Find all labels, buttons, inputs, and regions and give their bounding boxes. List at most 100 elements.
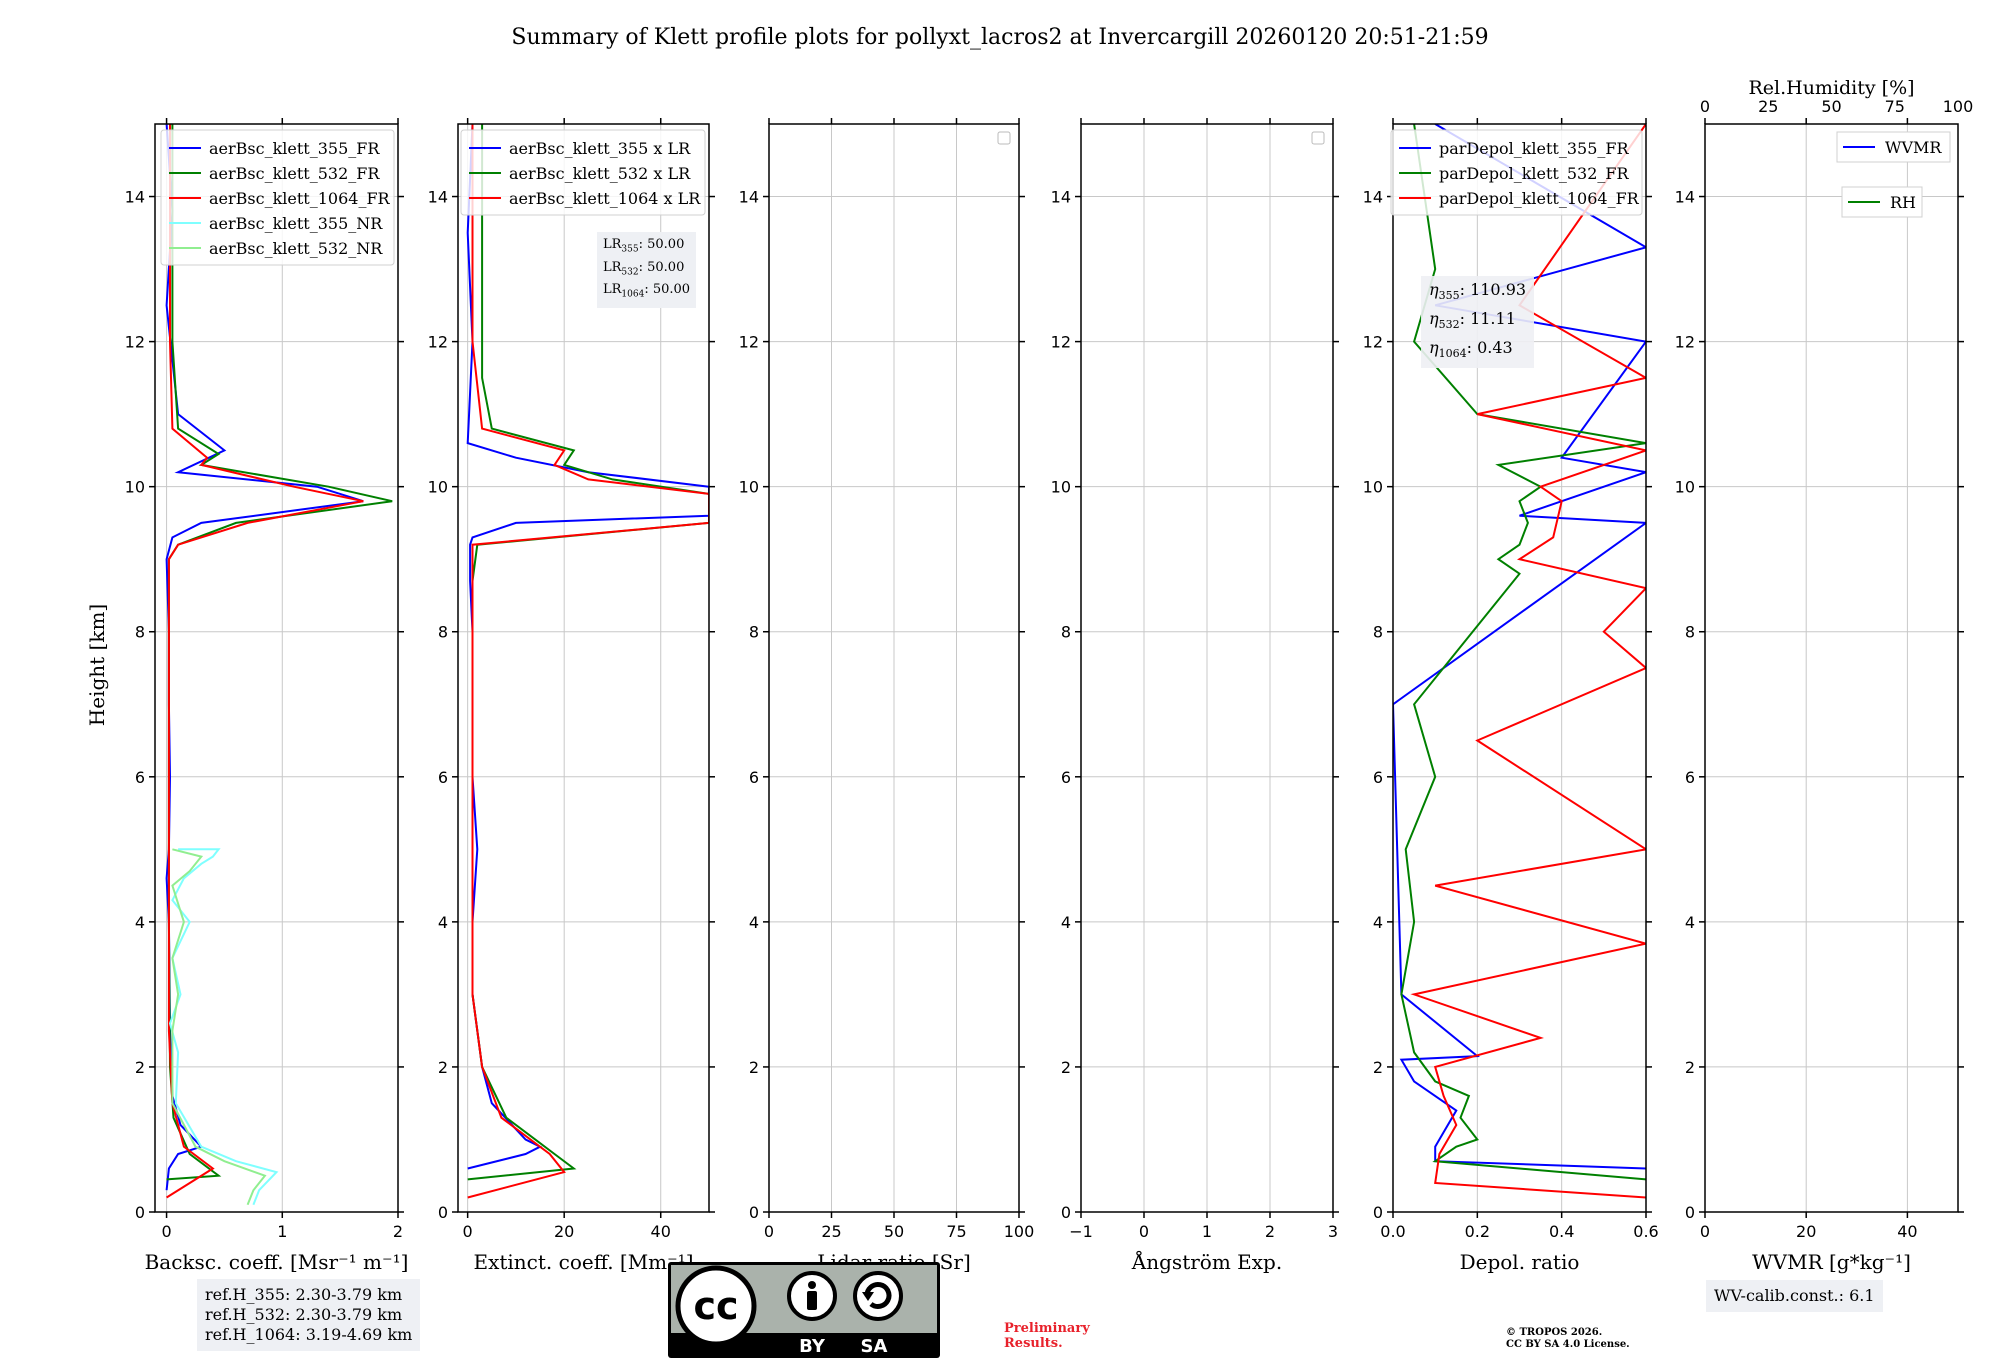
y-tick-label: 8: [438, 623, 448, 642]
y-tick-label: 4: [749, 913, 759, 932]
y-tick-label: 14: [125, 188, 145, 207]
y-tick-label: 0: [135, 1203, 145, 1222]
eta-1064: η1064: 0.43: [1429, 338, 1513, 361]
x-tick-label: 2: [1265, 1222, 1275, 1241]
x-tick-label: 0.4: [1549, 1222, 1574, 1241]
top-axis-label: Rel.Humidity [%]: [1748, 77, 1914, 99]
y-tick-label: 6: [1373, 768, 1383, 787]
y-tick-label: 0: [438, 1203, 448, 1222]
x-tick-label: 2: [393, 1222, 403, 1241]
cc-by-sa-badge: cc BY SA: [668, 1262, 940, 1358]
lidar-ratio-box: LR355: 50.00 LR532: 50.00 LR1064: 50.00: [597, 232, 697, 308]
by-label: BY: [799, 1336, 826, 1357]
y-tick-label: 2: [1061, 1058, 1071, 1077]
y-tick-label: 12: [1675, 333, 1695, 352]
axes-frame: [154, 123, 399, 1213]
x-tick-label: 3: [1328, 1222, 1338, 1241]
x-tick-label: 0: [161, 1222, 171, 1241]
ref-height-1064: ref.H_1064: 3.19-4.69 km: [205, 1325, 413, 1344]
x-tick-label: 100: [1004, 1222, 1035, 1241]
y-tick-label: 12: [739, 333, 759, 352]
y-tick-label: 6: [1061, 768, 1071, 787]
ref-height-355: ref.H_355: 2.30-3.79 km: [205, 1285, 403, 1304]
top-tick-label: 25: [1758, 97, 1778, 116]
empty-legend: [1311, 131, 1325, 145]
top-tick-label: 75: [1885, 97, 1905, 116]
sa-label: SA: [861, 1336, 888, 1357]
y-tick-label: 12: [428, 333, 448, 352]
x-axis-label: Backsc. coeff. [Msr⁻¹ m⁻¹]: [145, 1250, 409, 1274]
y-tick-label: 2: [1685, 1058, 1695, 1077]
legend-entry: aerBsc_klett_1064 x LR: [509, 189, 701, 208]
y-tick-label: 10: [428, 478, 448, 497]
eta-532: η532: 11.11: [1429, 309, 1516, 332]
x-tick-label: 1: [1202, 1222, 1212, 1241]
y-tick-label: 8: [1373, 623, 1383, 642]
y-tick-label: 4: [1061, 913, 1071, 932]
series-parDepol_klett_532_FR: [1400, 124, 1646, 1181]
legend-entry: aerBsc_klett_532_FR: [209, 164, 380, 183]
x-tick-label: 75: [946, 1222, 966, 1241]
eta-355: η355: 110.93: [1429, 280, 1527, 303]
cc-text: cc: [693, 1284, 738, 1328]
lr-1064: LR1064: 50.00: [603, 282, 691, 300]
legend-entry: aerBsc_klett_355_FR: [209, 139, 380, 158]
axes-frame: [1080, 123, 1334, 1213]
axes-frame: [457, 123, 710, 1213]
series-aerBsc_klett_1064 x LR: [467, 124, 709, 1199]
legend-box: [1390, 129, 1643, 216]
figure-title: Summary of Klett profile plots for polly…: [511, 25, 1488, 50]
x-tick-label: −1: [1069, 1222, 1093, 1241]
x-tick-label: 1: [277, 1222, 287, 1241]
y-tick-label: 4: [1685, 913, 1695, 932]
y-tick-label: 14: [739, 188, 759, 207]
y-tick-label: 2: [1373, 1058, 1383, 1077]
x-tick-label: 40: [1897, 1222, 1917, 1241]
x-tick-label: 0: [1700, 1222, 1710, 1241]
axes-frame: [1704, 123, 1959, 1213]
x-axis-label: WVMR [g*kg⁻¹]: [1752, 1250, 1911, 1274]
y-tick-label: 10: [125, 478, 145, 497]
top-tick-label: 100: [1943, 97, 1974, 116]
legend-entry: RH: [1890, 193, 1916, 212]
series-parDepol_klett_355_FR: [1393, 124, 1646, 1170]
y-tick-label: 14: [1675, 188, 1695, 207]
y-tick-label: 8: [749, 623, 759, 642]
y-tick-label: 6: [438, 768, 448, 787]
y-tick-label: 10: [1675, 478, 1695, 497]
panel-lr: 024681012140255075100Lidar ratio [Sr]: [739, 118, 1035, 1274]
axes-frame: [768, 123, 1020, 1213]
x-tick-label: 0: [764, 1222, 774, 1241]
x-axis-label: Extinct. coeff. [Mm⁻¹]: [473, 1250, 693, 1274]
legend-entry: aerBsc_klett_532 x LR: [509, 164, 691, 183]
legend-entry: aerBsc_klett_532_NR: [209, 239, 383, 258]
y-tick-label: 2: [749, 1058, 759, 1077]
x-tick-label: 0: [1139, 1222, 1149, 1241]
top-tick-label: 50: [1821, 97, 1841, 116]
legend-entry: parDepol_klett_532_FR: [1439, 164, 1630, 183]
y-tick-label: 0: [1373, 1203, 1383, 1222]
y-tick-label: 2: [135, 1058, 145, 1077]
x-tick-label: 40: [651, 1222, 671, 1241]
y-tick-label: 8: [135, 623, 145, 642]
x-tick-label: 20: [1796, 1222, 1816, 1241]
legend-entry: aerBsc_klett_355 x LR: [509, 139, 691, 158]
wv-calib-const: WV-calib.const.: 6.1: [1714, 1286, 1875, 1305]
lr-532: LR532: 50.00: [603, 259, 685, 278]
y-tick-label: 14: [1363, 188, 1383, 207]
legend-entry: aerBsc_klett_1064_FR: [209, 189, 391, 208]
series-aerBsc_klett_1064_FR: [166, 124, 364, 1199]
eta-box: η355: 110.93 η532: 11.11 η1064: 0.43: [1421, 276, 1535, 368]
y-tick-label: 6: [135, 768, 145, 787]
x-axis-label: Depol. ratio: [1460, 1250, 1580, 1274]
x-tick-label: 0.6: [1633, 1222, 1658, 1241]
panel-depol: 0 2 4 6 8 10 12 14 0.0 0.2 0.4 0.6 Depol. ratio parDe…: [1363, 118, 1659, 1274]
y-tick-label: 4: [135, 913, 145, 932]
series-parDepol_klett_1064_FR: [1410, 124, 1646, 1199]
series-aerBsc_klett_355_NR: [168, 848, 279, 1206]
y-tick-label: 6: [1685, 768, 1695, 787]
cc-icon: [675, 1265, 757, 1347]
top-tick-label: 0: [1700, 97, 1710, 116]
